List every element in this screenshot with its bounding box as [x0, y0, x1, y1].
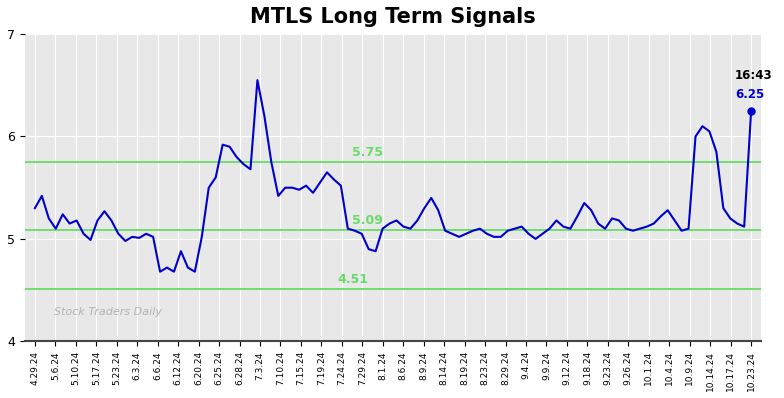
Text: Stock Traders Daily: Stock Traders Daily [54, 307, 162, 317]
Text: 4.51: 4.51 [337, 273, 368, 286]
Text: 5.75: 5.75 [352, 146, 383, 159]
Text: 16:43: 16:43 [735, 69, 772, 82]
Title: MTLS Long Term Signals: MTLS Long Term Signals [250, 7, 536, 27]
Text: 6.25: 6.25 [735, 88, 764, 101]
Text: 5.09: 5.09 [352, 214, 383, 226]
